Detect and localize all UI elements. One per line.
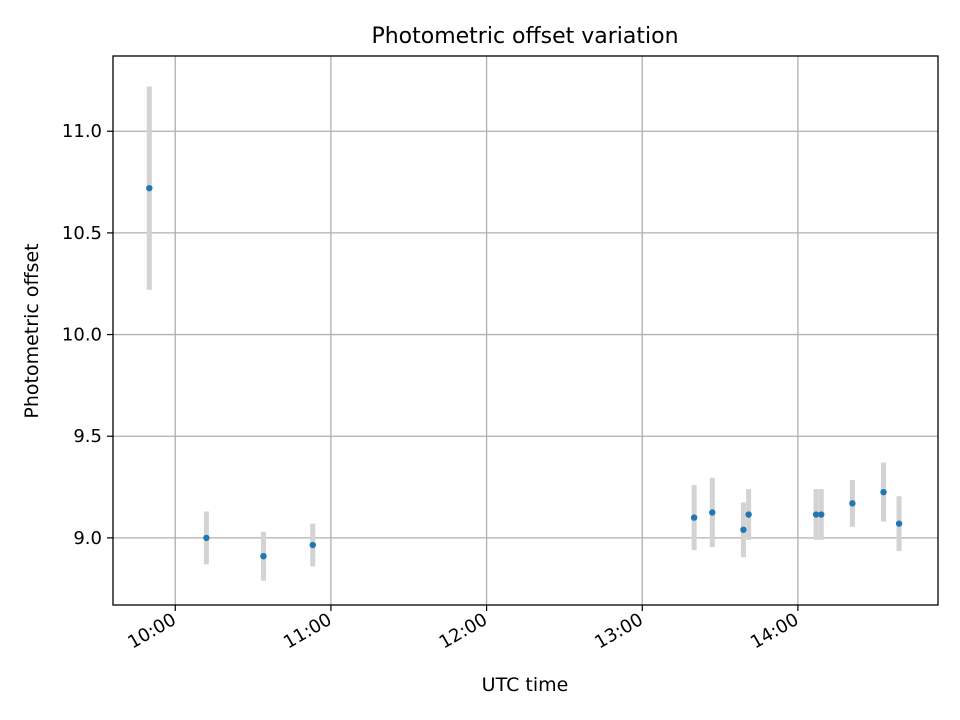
data-point: [709, 509, 716, 516]
data-point: [745, 511, 752, 518]
chart-title: Photometric offset variation: [371, 24, 678, 49]
y-tick-label: 11.0: [62, 121, 102, 142]
y-axis-ticks: 9.0 9.5 10.0 10.5 11.0: [62, 121, 113, 549]
grid: [113, 56, 938, 605]
y-axis-label: Photometric offset: [21, 243, 43, 418]
data-point: [260, 553, 267, 560]
y-tick-label: 9.0: [73, 528, 102, 549]
data-point: [818, 511, 825, 518]
data-point: [309, 541, 316, 549]
y-tick-label: 9.5: [73, 426, 102, 447]
y-tick-label: 10.5: [62, 223, 102, 244]
data-point: [690, 514, 698, 521]
x-axis-label: UTC time: [482, 674, 569, 696]
data-point: [849, 500, 856, 507]
data-points: [146, 184, 903, 560]
data-point: [203, 534, 210, 542]
data-point: [146, 184, 153, 192]
data-point: [812, 511, 820, 518]
plot-frame: [112, 55, 939, 606]
y-tick-label: 10.0: [62, 325, 102, 346]
data-point: [880, 488, 887, 496]
data-point: [740, 526, 747, 533]
data-point: [895, 520, 903, 527]
